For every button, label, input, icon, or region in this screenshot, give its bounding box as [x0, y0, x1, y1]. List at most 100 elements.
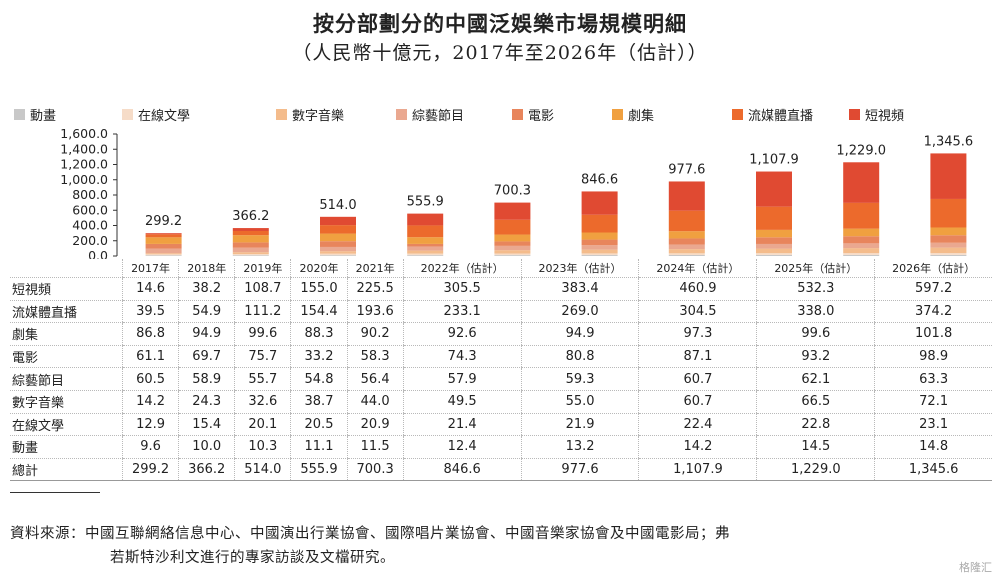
table-cell: 57.9: [402, 367, 522, 391]
table-cell: 58.9: [178, 367, 235, 391]
bar-segment: [668, 181, 705, 211]
bar-segment: [581, 239, 618, 246]
table-cell: 269.0: [520, 300, 639, 324]
bar-segment: [407, 255, 444, 256]
bar-segment: [145, 253, 182, 255]
bar-segment: [668, 238, 705, 245]
table-cell: 62.1: [756, 367, 875, 391]
table-cell: 20.9: [346, 413, 404, 437]
table-cell: 44.0: [346, 390, 404, 414]
row-label: 綜藝節目: [10, 367, 123, 391]
table-cell: 700.3: [346, 458, 404, 482]
table-cell: 59.3: [520, 367, 639, 391]
bar-segment: [232, 254, 269, 256]
source-note: 資料來源：中國互聯網絡信息中心、中國演出行業協會、國際唱片業協會、中國音樂家協會…: [10, 522, 990, 570]
bar-segment: [668, 254, 705, 256]
bar-total-label: 1,229.0: [836, 143, 886, 158]
bar-segment: [756, 254, 792, 256]
legend-label: 短視頻: [865, 109, 905, 124]
table-header-row: 2017年 2018年 2019年 2020年 2021年 2022年（估計） 2023年（…: [10, 259, 992, 278]
y-tick-label: 1,400.0: [60, 141, 108, 156]
legend-swatch: [122, 109, 133, 120]
bar-segment: [756, 243, 792, 249]
category-label: 2026年（估計）: [874, 259, 992, 278]
table-cell: 55.0: [520, 390, 639, 414]
table-row: 在線文學 12.9 15.4 20.1 20.5 20.9 21.4 21.9 22.4 22.8…: [10, 413, 992, 437]
table-row: 劇集 86.8 94.9 99.6 88.3 90.2 92.6 94.9 97.3 99.6 10…: [10, 322, 992, 346]
table-cell: 74.3: [402, 345, 522, 369]
legend-item: 數字音樂: [276, 105, 344, 124]
table-cell: 383.4: [520, 277, 639, 301]
legend-swatch: [612, 109, 623, 120]
bar-segment: [930, 153, 967, 199]
legend-swatch: [276, 109, 287, 120]
legend-item: 劇集: [612, 105, 654, 124]
bar-segment: [494, 241, 531, 246]
category-label: 2022年（估計）: [402, 259, 522, 278]
bar-segment: [494, 219, 531, 235]
table-cell: 54.8: [290, 367, 348, 391]
bar-segment: [232, 242, 269, 248]
table-cell: 1,229.0: [756, 458, 875, 482]
source-line-2: 若斯特沙利文進行的專家訪談及文檔研究。: [110, 550, 395, 566]
bar-segment: [843, 243, 880, 249]
table-cell: 60.5: [121, 367, 179, 391]
bar-segment: [407, 213, 444, 226]
table-cell: 80.8: [520, 345, 639, 369]
table-cell: 33.2: [290, 345, 348, 369]
table-cell: 12.4: [402, 435, 522, 459]
bar-total-label: 514.0: [319, 198, 356, 213]
bar-segment: [407, 225, 444, 238]
bar-segment: [320, 246, 356, 252]
row-label: 在線文學: [10, 413, 123, 437]
bar-segment: [145, 243, 182, 249]
table-corner: [10, 259, 123, 278]
bar-segment: [320, 253, 356, 256]
table-cell: 72.1: [874, 390, 992, 414]
table-cell: 155.0: [290, 277, 348, 301]
category-label: 2023年（估計）: [520, 259, 639, 278]
legend-label: 在線文學: [138, 109, 191, 124]
legend-label: 劇集: [628, 109, 655, 124]
bar-segment: [843, 236, 880, 244]
table-cell: 93.2: [756, 345, 875, 369]
table-cell: 9.6: [121, 435, 179, 459]
table-cell: 38.7: [290, 390, 348, 414]
table-cell: 22.8: [756, 413, 875, 437]
bar-segment: [145, 234, 182, 238]
chart-title: 按分部劃分的中國泛娛樂市場規模明細: [313, 11, 687, 36]
bar-segment: [843, 253, 880, 255]
legend-item: 動畫: [14, 105, 56, 124]
table-cell: 23.1: [874, 413, 992, 437]
row-label: 劇集: [10, 322, 123, 346]
category-label: 2018年: [178, 259, 235, 278]
bar-segment: [930, 235, 967, 243]
y-tick-label: 1,200.0: [60, 157, 108, 172]
chart-subtitle: （人民幣十億元，2017年至2026年（估計））: [292, 42, 708, 64]
bar-segment: [930, 247, 967, 254]
legend-swatch: [396, 109, 407, 120]
bar-segment: [581, 232, 618, 240]
category-label: 2019年: [234, 259, 291, 278]
bar-segment: [320, 255, 356, 256]
legend-swatch: [849, 109, 860, 120]
category-label: 2024年（估計）: [638, 259, 757, 278]
table-cell: 60.7: [638, 390, 757, 414]
legend-swatch: [732, 109, 743, 120]
table-cell: 24.3: [178, 390, 235, 414]
bar-segment: [756, 253, 792, 255]
bar-segment: [843, 228, 880, 237]
bar-segment: [930, 253, 967, 255]
row-label: 數字音樂: [10, 390, 123, 414]
table-cell: 61.1: [121, 345, 179, 369]
table-cell: 92.6: [402, 322, 522, 346]
bar-segment: [320, 241, 356, 247]
table-row: 動畫 9.6 10.0 10.3 11.1 11.5 12.4 13.2 14.2 14.5 14.…: [10, 435, 992, 459]
y-tick-label: 0.0: [88, 248, 108, 259]
bar-segment: [232, 230, 269, 236]
bar-segment: [930, 254, 967, 256]
table-cell: 88.3: [290, 322, 348, 346]
source-line-1: 資料來源：中國互聯網絡信息中心、中國演出行業協會、國際唱片業協會、中國音樂家協會…: [10, 526, 730, 542]
bar-segment: [494, 245, 531, 251]
bar-segment: [145, 248, 182, 254]
